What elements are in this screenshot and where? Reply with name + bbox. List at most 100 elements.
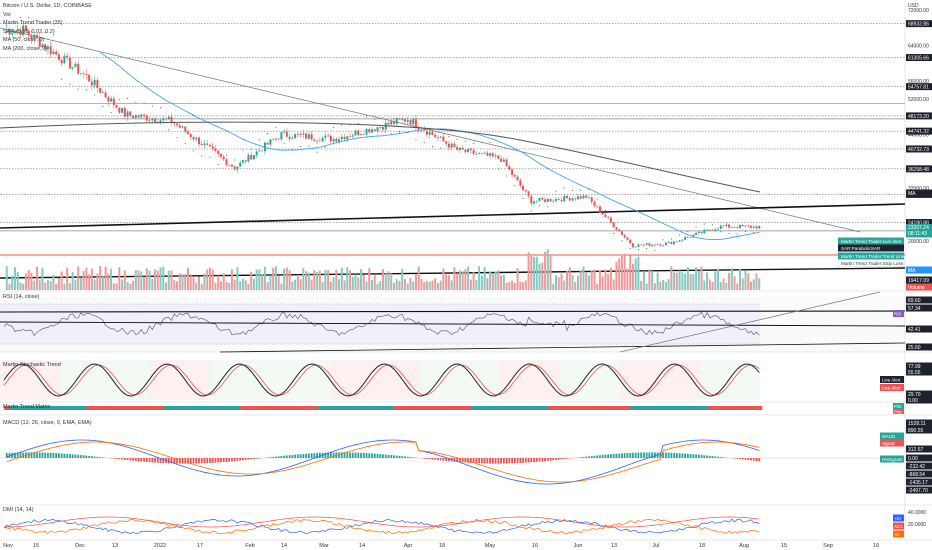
matrix-cell [20, 406, 27, 410]
volume-bar [252, 279, 255, 290]
matrix-cell [399, 406, 406, 410]
macd-hist-bar [610, 454, 612, 458]
price-tag-text: MA [908, 191, 916, 197]
macd-hist-bar [318, 452, 321, 458]
volume-bar [609, 268, 612, 290]
candle-body [560, 199, 563, 202]
matrix-cell [701, 406, 708, 410]
macd-hist-bar [346, 452, 349, 458]
volume-bar [156, 270, 159, 290]
level-tag [906, 219, 932, 227]
macd-hist-bar [16, 452, 19, 458]
macd-hist-bar [494, 458, 497, 464]
candle-body [533, 201, 536, 204]
macd-hist-bar [156, 458, 159, 463]
macd-hist-bar [291, 454, 294, 458]
macd-hist-bar [634, 452, 637, 458]
volume-bar [395, 279, 398, 290]
macd-hist-bar [8, 452, 11, 458]
candle-body [428, 131, 431, 135]
macd-hist-bar [442, 458, 445, 461]
volume-bar [5, 266, 8, 290]
macd-level: -1435.17 [908, 480, 928, 486]
volume-bar [629, 255, 632, 290]
macd-hist-bar [384, 454, 387, 458]
macd-hist-bar [189, 458, 192, 464]
candle-body [483, 152, 486, 154]
macd-hist-bar [637, 452, 640, 458]
macd-hist-bar [36, 452, 38, 458]
vol-label: Vol [3, 11, 11, 18]
volume-bar [241, 278, 244, 290]
matrix-cell [350, 406, 356, 410]
level-tag [906, 112, 932, 120]
matrix-cell [690, 406, 697, 410]
candle-body [755, 226, 758, 229]
macd-hist-bar [324, 452, 327, 458]
matrix-cell [481, 406, 488, 410]
matrix-cell [289, 406, 296, 410]
volume-bars [5, 249, 761, 290]
ma50-line [99, 52, 760, 241]
candle-body [376, 127, 379, 131]
matrix-cell [251, 406, 257, 410]
matrix-cell [591, 406, 598, 410]
volume-bar [505, 282, 508, 290]
candle-body [379, 126, 382, 128]
volume-bar [634, 258, 637, 290]
macd-hist-bar [382, 454, 384, 458]
matrix-cell [328, 406, 334, 410]
candle-body [189, 133, 192, 138]
volume-bar [354, 274, 357, 290]
sar-dot [300, 146, 302, 148]
macd-hist-bar [673, 452, 676, 458]
macd-hist-bar [736, 458, 739, 459]
sar-dot [629, 247, 631, 249]
sar-dot [324, 146, 326, 148]
candle-body [154, 118, 157, 123]
candle-body [68, 57, 71, 69]
candle-body [332, 138, 335, 142]
volume-bar [700, 266, 703, 290]
sar-dot [44, 31, 46, 33]
candle-body [489, 153, 492, 156]
macd-hist-bar [302, 453, 305, 458]
downtrend-line [0, 27, 861, 233]
macd-hist-bar [134, 458, 137, 461]
matrix-cell [218, 406, 225, 410]
volume-bar [530, 254, 533, 290]
level-label: 48173.20 [908, 114, 929, 120]
sar-dot [102, 106, 104, 108]
macd-hist-bar [615, 453, 618, 458]
sar-dot [160, 107, 162, 109]
candle-body [184, 126, 187, 132]
macd-hist-bar [52, 452, 55, 458]
candle-body [741, 224, 744, 227]
macd-hist-bar [294, 454, 297, 458]
candle-body [115, 104, 118, 108]
volume-bar [299, 279, 302, 290]
matrix-cell [723, 406, 730, 410]
sar-dot [168, 129, 170, 131]
candle-body [151, 118, 154, 121]
candle-body [99, 87, 102, 93]
candle-body [576, 196, 579, 200]
macd-level-tag [906, 486, 932, 494]
volume-bar [544, 251, 547, 290]
volume-bar [99, 266, 102, 290]
candle-body [469, 148, 472, 151]
matrix-cell [531, 406, 538, 410]
volume-bar [483, 266, 486, 290]
macd-hist-bar [618, 453, 621, 458]
volume-bar [686, 267, 689, 290]
macd-hist-bar [401, 456, 404, 458]
sar-dot [94, 94, 96, 96]
macd-hist-bar [626, 453, 629, 458]
macd-hist-bar [66, 453, 69, 458]
volume-bar [425, 281, 428, 290]
candle-body [176, 123, 179, 126]
macd-hist-bar [112, 458, 115, 459]
volume-bar [310, 279, 313, 290]
candle-body [167, 116, 170, 120]
